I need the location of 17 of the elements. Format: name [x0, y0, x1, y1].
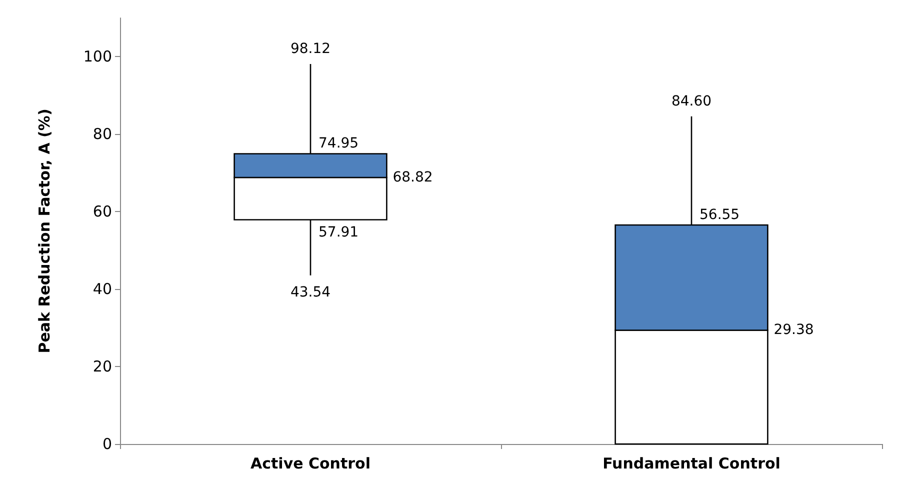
- x-tick-label: Active Control: [250, 454, 370, 472]
- text: 29.38: [774, 322, 814, 338]
- text: 43.54: [290, 284, 331, 300]
- text: 84.60: [671, 93, 712, 110]
- text: 56.55: [700, 206, 740, 223]
- y-axis-title: Peak Reduction Factor, A (%): [36, 108, 54, 354]
- y-tick-label: 20: [92, 358, 112, 376]
- y-tick-label: 40: [92, 280, 112, 298]
- text: 68.82: [392, 169, 433, 186]
- x-tick-label: Fundamental Control: [602, 454, 780, 472]
- y-tick-label: 60: [92, 202, 112, 221]
- y-tick-label: 100: [83, 48, 112, 66]
- y-tick-label: 80: [92, 125, 112, 144]
- text: 74.95: [318, 136, 359, 152]
- y-tick-label: 0: [102, 435, 112, 453]
- text: 57.91: [318, 224, 359, 241]
- text: 98.12: [290, 41, 331, 58]
